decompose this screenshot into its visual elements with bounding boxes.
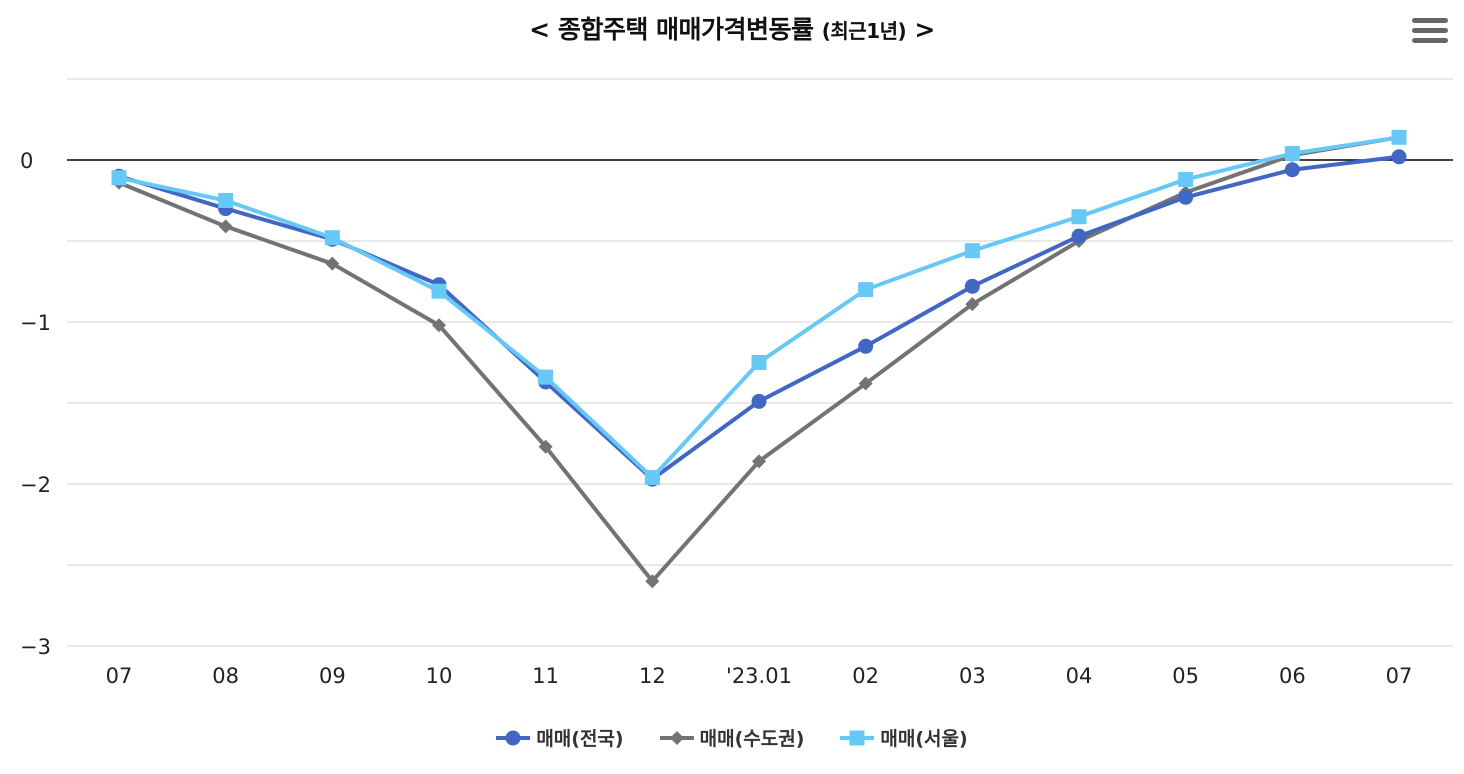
series-line	[118, 154, 1400, 482]
title-prefix: <	[529, 15, 550, 44]
x-tick-label: 07	[106, 664, 133, 688]
series-line	[118, 135, 1400, 480]
hamburger-menu-icon[interactable]	[1412, 18, 1448, 48]
legend-marker	[849, 730, 865, 745]
title-sub: (최근1년)	[821, 19, 907, 43]
legend-label: 매매(전국)	[536, 728, 624, 750]
data-point	[1284, 146, 1300, 162]
x-tick-label: 12	[639, 664, 666, 688]
legend-symbol	[496, 730, 531, 745]
data-point	[965, 297, 980, 312]
data-point	[324, 230, 340, 246]
x-tick-label: '23.01	[726, 664, 792, 688]
data-point	[1391, 149, 1407, 165]
legend-marker	[505, 730, 521, 745]
y-tick-label: 0	[20, 149, 33, 173]
legend-item[interactable]: 매매(전국)	[496, 724, 624, 751]
data-point	[964, 278, 980, 294]
legend-label: 매매(수도권)	[699, 728, 805, 750]
legend-item[interactable]: 매매(수도권)	[659, 724, 805, 751]
data-point	[858, 376, 873, 391]
chart-title: < 종합주택 매매가격변동률 (최근1년) >	[0, 10, 1464, 46]
legend-symbol	[840, 730, 875, 745]
x-tick-label: 08	[212, 664, 239, 688]
data-point	[644, 470, 660, 486]
data-point	[432, 318, 446, 333]
data-point	[325, 256, 340, 271]
x-tick-label: 02	[852, 664, 879, 688]
x-tick-label: 10	[426, 664, 453, 688]
data-point	[1071, 228, 1087, 244]
x-tick-label: 03	[959, 664, 986, 688]
data-point	[1071, 209, 1087, 225]
y-tick-label: −2	[20, 473, 51, 497]
data-point	[431, 283, 447, 299]
legend: 매매(전국) 매매(수도권) 매매(서울)	[0, 724, 1464, 751]
data-point	[858, 282, 874, 298]
data-point	[1178, 189, 1194, 205]
x-tick-label: 06	[1279, 664, 1306, 688]
data-point	[538, 439, 553, 454]
data-point	[1178, 171, 1194, 187]
data-point	[752, 454, 766, 469]
data-point	[964, 243, 980, 259]
data-point	[111, 170, 127, 186]
data-point	[1284, 162, 1300, 178]
x-tick-label: 09	[319, 664, 346, 688]
legend-label: 매매(서울)	[880, 728, 968, 750]
legend-symbol	[659, 730, 694, 745]
series-2	[111, 129, 1407, 486]
title-suffix: >	[914, 15, 935, 44]
x-tick-label: 07	[1386, 664, 1413, 688]
data-point	[1391, 129, 1407, 145]
legend-marker	[669, 730, 684, 745]
title-main: 종합주택 매매가격변동률	[557, 15, 814, 44]
y-tick-label: −1	[20, 311, 51, 335]
data-point	[538, 369, 554, 385]
x-tick-label: 11	[532, 664, 559, 688]
legend-item[interactable]: 매매(서울)	[840, 724, 968, 751]
data-point	[218, 219, 233, 234]
data-point	[218, 193, 234, 208]
data-point	[858, 338, 874, 354]
data-point	[645, 574, 660, 589]
x-tick-label: 04	[1066, 664, 1093, 688]
data-point	[751, 355, 767, 370]
data-point	[751, 393, 767, 409]
x-tick-label: 05	[1172, 664, 1199, 688]
series-0	[111, 149, 1407, 487]
y-tick-label: −3	[20, 635, 51, 659]
